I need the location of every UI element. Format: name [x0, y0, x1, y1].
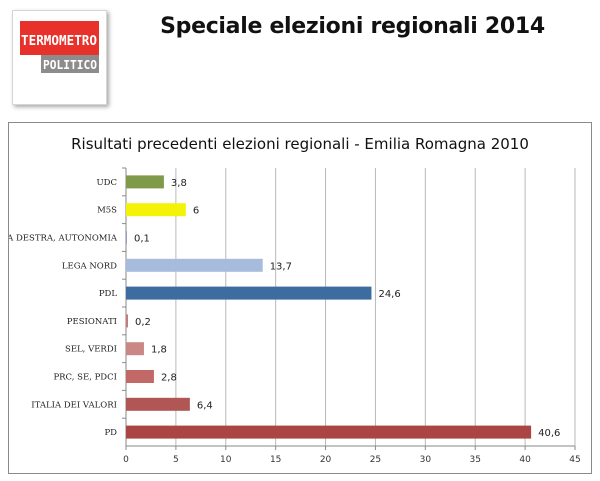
category-label: UDC: [97, 178, 117, 188]
chart-title: Risultati precedenti elezioni regionali …: [71, 135, 529, 153]
category-label: LEGA NORD: [62, 261, 117, 271]
bar-pdl: [126, 286, 372, 300]
value-label: 6,4: [197, 400, 213, 411]
x-tick-label-30: 30: [420, 455, 432, 465]
x-tick-label-0: 0: [123, 455, 129, 465]
bar-pesionati: [126, 314, 128, 328]
category-label: SEL, VERDI: [65, 345, 117, 355]
bar-udc: [126, 175, 164, 189]
bar-m5s: [126, 203, 186, 217]
value-label: 6: [193, 206, 199, 217]
logo-line1: TERMOMETRO: [21, 34, 97, 49]
value-label: 2,8: [161, 373, 177, 384]
bar-sel-verdi: [126, 342, 144, 356]
value-label: 24,6: [378, 289, 400, 300]
value-label: 13,7: [270, 261, 292, 272]
value-label: 0,2: [135, 317, 151, 328]
bar-prc-se-pdci: [126, 370, 154, 383]
bar-pd: [126, 425, 532, 439]
logo-bottom-band: [41, 55, 99, 73]
category-label: PDL: [99, 289, 118, 299]
x-tick-label-10: 10: [220, 455, 232, 465]
termometro-politico-logo: TERMOMETRO POLITICO: [12, 10, 107, 105]
bar-chart: 0 5 10 15 20 25 30 35 40 45 UDC 3,8 M5S 6 LA DESTRA, A…: [9, 167, 581, 465]
value-label: 3,8: [171, 178, 187, 189]
category-label: LA DESTRA, AUTONOMIA: [9, 234, 118, 244]
value-label: 40,6: [538, 428, 560, 439]
value-label: 0,1: [134, 234, 150, 245]
chart-panel: Risultati precedenti elezioni regionali …: [8, 122, 592, 474]
page-title: Speciale elezioni regionali 2014: [160, 14, 545, 39]
category-label: ITALIA DEI VALORI: [31, 400, 117, 410]
x-tick-label-20: 20: [320, 455, 332, 465]
bar-la-destra-autonomia: [126, 231, 127, 244]
category-label: M5S: [97, 206, 117, 216]
x-tick-label-5: 5: [173, 455, 179, 465]
x-tick-label-25: 25: [370, 455, 381, 465]
logo-line2: POLITICO: [43, 58, 97, 72]
bar-lega-nord: [126, 258, 263, 272]
x-tick-label-35: 35: [469, 455, 480, 465]
category-label: PD: [104, 428, 117, 438]
value-label: 1,8: [151, 345, 167, 356]
x-tick-label-40: 40: [519, 455, 531, 465]
x-tick-label-15: 15: [270, 455, 281, 465]
logo-top-band: [20, 21, 99, 55]
x-tick-label-45: 45: [569, 455, 580, 465]
bar-italia-dei-valori: [126, 397, 190, 411]
category-label: PESIONATI: [67, 317, 117, 327]
category-label: PRC, SE, PDCI: [53, 373, 117, 383]
